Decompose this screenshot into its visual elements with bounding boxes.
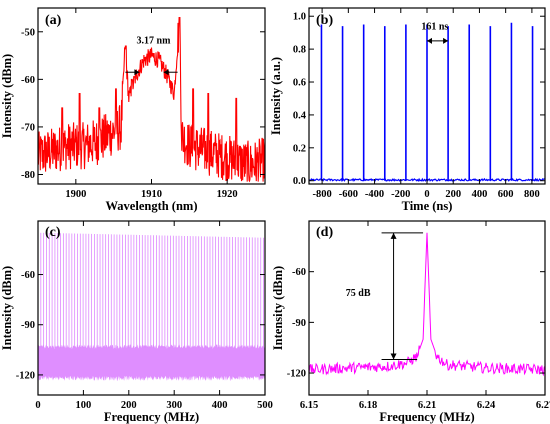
y-tick-label: -50 — [21, 27, 35, 38]
y-tick-label: -90 — [21, 320, 35, 331]
x-tick-label: 400 — [472, 189, 488, 200]
y-tick-label: 1.0 — [293, 12, 306, 23]
panel-label: (a) — [45, 13, 62, 28]
x-tick-label: 6.24 — [477, 400, 496, 411]
y-tick-label: -60 — [292, 267, 306, 278]
y-tick-label: -120 — [287, 369, 306, 380]
y-tick-label: -80 — [21, 170, 35, 181]
y-tick-label: 0.0 — [293, 176, 306, 187]
x-tick-label: 0 — [35, 400, 40, 411]
x-tick-label: 6.21 — [418, 400, 436, 411]
x-tick-label: 6.27 — [536, 400, 550, 411]
x-tick-label: 200 — [445, 189, 461, 200]
annotation: 3.17 nm — [137, 36, 172, 47]
arrowhead — [443, 37, 449, 44]
x-axis-title: Wavelength (nm) — [105, 199, 197, 213]
x-tick-label: 6.18 — [359, 400, 377, 411]
y-axis-title: Intensity (dBm) — [0, 54, 14, 138]
y-tick-label: 0.6 — [293, 78, 306, 89]
y-tick-label: 0.2 — [293, 143, 306, 154]
noise-floor-band — [38, 344, 265, 381]
annotation: 75 dB — [346, 288, 371, 299]
x-tick-label: -200 — [391, 189, 410, 200]
y-tick-label: -60 — [21, 270, 35, 281]
x-tick-label: 200 — [121, 400, 137, 411]
panel-d: 75 dB 6.15 6.18 6.21 6.24 6.27 -60 -90 -120 Frequ… — [271, 220, 550, 424]
y-tick-label: 0.4 — [293, 110, 307, 121]
panel-label: (b) — [316, 13, 333, 28]
arrowhead — [390, 232, 397, 239]
x-tick-label: 500 — [257, 400, 273, 411]
plot-area — [309, 232, 545, 377]
arrowhead — [427, 37, 432, 44]
axes-frame — [37, 220, 266, 396]
y-tick-label: -120 — [16, 370, 35, 381]
x-tick-label: 1910 — [141, 189, 162, 200]
x-tick-label: 400 — [212, 400, 228, 411]
x-tick-label: 800 — [524, 189, 540, 200]
x-tick-label: 1900 — [65, 189, 86, 200]
y-tick-label: -70 — [21, 122, 35, 133]
arrowhead — [390, 353, 397, 360]
y-axis-title: Intensity (dBm) — [271, 266, 285, 350]
spectrum-line — [38, 16, 265, 183]
y-tick-label: -90 — [292, 318, 306, 329]
y-axis-title: Intensity (a.u.) — [269, 57, 283, 135]
panel-label: (d) — [316, 225, 333, 240]
rf-spectrum-line — [309, 232, 545, 377]
panel-c: 0 100 200 300 400 500 -60 -90 -120 Frequency (MHz… — [0, 220, 273, 424]
x-tick-label: 1920 — [217, 189, 238, 200]
x-tick-label: 100 — [76, 400, 92, 411]
arrowhead — [134, 69, 140, 76]
y-tick-label: -60 — [21, 75, 35, 86]
panel-label: (c) — [45, 225, 61, 240]
x-tick-label: 300 — [166, 400, 182, 411]
y-tick-label: 0.8 — [293, 45, 306, 56]
x-tick-label: 6.15 — [300, 400, 318, 411]
plot-area — [38, 16, 265, 183]
x-axis-title: Time (ns) — [402, 199, 453, 213]
x-axis-title: Frequency (MHz) — [379, 410, 474, 424]
plot-area — [38, 232, 265, 381]
x-tick-label: -800 — [312, 189, 331, 200]
annotation: 161 ns — [421, 21, 448, 32]
arrowhead — [163, 69, 169, 76]
panel-b: 161 ns -800 -600 -400 -200 0 200 400 600 800 0.0 0.… — [269, 7, 546, 213]
x-tick-label: 0 — [424, 189, 429, 200]
x-axis-title: Frequency (MHz) — [104, 410, 199, 424]
x-tick-label: -600 — [339, 189, 358, 200]
y-axis-title: Intensity (dBm) — [0, 266, 14, 350]
plot-area — [309, 22, 545, 183]
panel-a: 3.17 nm 1900 1910 1920 -50 -60 -70 -80 Wavelengt… — [0, 7, 266, 213]
x-tick-label: -400 — [365, 189, 384, 200]
x-tick-label: 600 — [498, 189, 514, 200]
